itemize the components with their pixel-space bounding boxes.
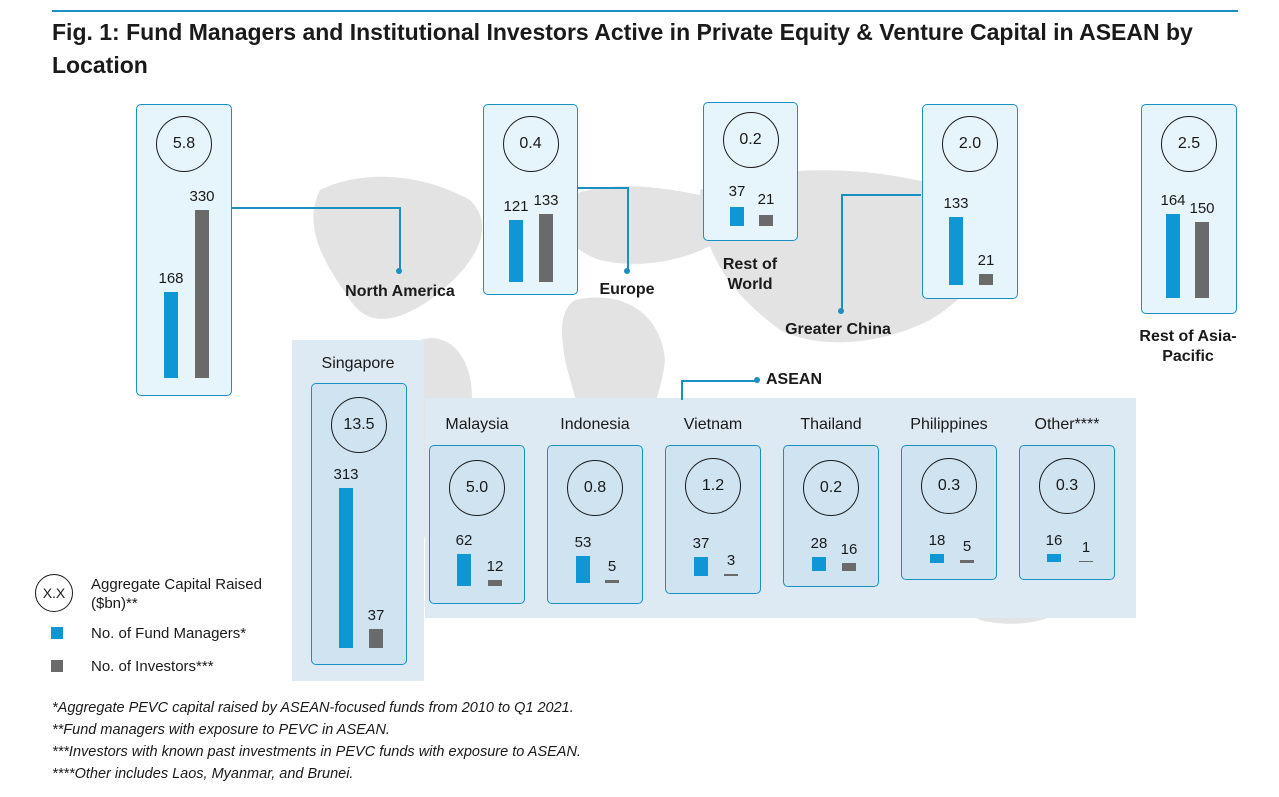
legend-fund-managers-swatch — [51, 627, 63, 639]
malaysia-investors-value: 12 — [486, 557, 504, 575]
indonesia-label: Indonesia — [560, 416, 630, 433]
north-america-capital-circle: 5.8 — [156, 116, 212, 172]
rest-of-world-investors-bar — [759, 215, 773, 226]
connector-north-america-v — [399, 207, 401, 270]
other-investors-value: 1 — [1081, 538, 1091, 556]
rest-of-asia-pacific-label: Rest of Asia-Pacific — [1139, 328, 1237, 365]
indonesia-investors-bar — [605, 580, 619, 583]
rest-of-asia-pacific-investors-bar — [1195, 221, 1209, 298]
connector-greater-china-v — [841, 194, 843, 310]
other-fund-managers-bar — [1047, 553, 1061, 562]
footnote-4: ****Other includes Laos, Myanmar, and Br… — [52, 766, 354, 782]
greater-china-fund-managers-bar — [949, 217, 963, 285]
greater-china-fund-managers-value: 133 — [943, 195, 969, 213]
malaysia-investors-bar — [488, 579, 502, 586]
thailand-fund-managers-value: 28 — [810, 534, 828, 552]
europe-fund-managers-bar — [509, 220, 523, 282]
indonesia-fund-managers-bar — [576, 555, 590, 583]
thailand-investors-bar — [842, 562, 856, 571]
rest-of-world-label: Rest of World — [722, 256, 778, 293]
connector-greater-china — [841, 194, 921, 196]
footnote-2: **Fund managers with exposure to PEVC in… — [52, 722, 390, 738]
connector-europe — [578, 187, 628, 189]
thailand-fund-managers-bar — [812, 556, 826, 571]
vietnam-investors-value: 3 — [726, 552, 736, 570]
indonesia-investors-value: 5 — [607, 558, 617, 576]
rest-of-asia-pacific-fund-managers-bar — [1166, 214, 1180, 298]
malaysia-fund-managers-bar — [457, 554, 471, 586]
connector-north-america — [232, 207, 400, 209]
rest-of-world-capital-circle: 0.2 — [722, 112, 779, 168]
europe-capital-circle: 0.4 — [502, 116, 559, 172]
europe-investors-value: 133 — [533, 192, 559, 210]
singapore-label: Singapore — [321, 355, 395, 372]
philippines-investors-value: 5 — [962, 538, 972, 556]
north-america-fund-managers-value: 168 — [158, 270, 184, 288]
connector-dot-asean — [754, 377, 760, 383]
legend-capital-circle: X.X — [35, 574, 73, 612]
europe-label: Europe — [599, 281, 655, 298]
connector-asean-v — [681, 380, 683, 400]
philippines-fund-managers-bar — [930, 553, 944, 563]
philippines-label: Philippines — [910, 416, 988, 433]
footnote-1: *Aggregate PEVC capital raised by ASEAN-… — [52, 700, 574, 716]
other-label: Other**** — [1034, 416, 1100, 433]
thailand-capital-circle: 0.2 — [803, 460, 859, 516]
philippines-investors-bar — [960, 560, 974, 563]
indonesia-capital-circle: 0.8 — [567, 460, 623, 516]
vietnam-fund-managers-value: 37 — [692, 535, 710, 553]
legend-investors-swatch — [51, 660, 63, 672]
connector-dot-europe — [624, 268, 630, 274]
thailand-investors-value: 16 — [840, 540, 858, 558]
vietnam-fund-managers-bar — [694, 557, 708, 576]
other-fund-managers-value: 16 — [1045, 531, 1063, 549]
title-rule — [52, 10, 1238, 12]
rest-of-asia-pacific-capital-circle: 2.5 — [1161, 116, 1217, 172]
chart-title: Fig. 1: Fund Managers and Institutional … — [52, 19, 1193, 78]
malaysia-fund-managers-value: 62 — [455, 532, 473, 550]
malaysia-capital-circle: 5.0 — [449, 460, 505, 516]
connector-dot-greater-china — [838, 308, 844, 314]
asean-label: ASEAN — [766, 371, 823, 388]
greater-china-investors-bar — [979, 274, 993, 285]
greater-china-capital-circle: 2.0 — [942, 116, 998, 172]
rest-of-asia-pacific-fund-managers-value: 164 — [1160, 192, 1186, 210]
connector-asean — [681, 380, 757, 382]
north-america-investors-bar — [195, 209, 209, 378]
greater-china-investors-value: 21 — [977, 252, 995, 270]
singapore-investors-value: 37 — [367, 607, 385, 625]
rest-of-world-investors-value: 21 — [757, 191, 775, 209]
vietnam-investors-bar — [724, 574, 738, 576]
rest-of-world-fund-managers-value: 37 — [728, 183, 746, 201]
north-america-fund-managers-bar — [164, 292, 178, 378]
legend-capital-label: Aggregate Capital Raised ($bn)** — [91, 576, 262, 612]
connector-europe-v — [627, 187, 629, 271]
philippines-capital-circle: 0.3 — [921, 458, 977, 514]
north-america-label: North America — [345, 283, 455, 300]
vietnam-label: Vietnam — [683, 416, 743, 433]
europe-fund-managers-value: 121 — [503, 198, 529, 216]
rest-of-asia-pacific-investors-value: 150 — [1189, 199, 1215, 217]
legend-investors-label: No. of Investors*** — [91, 658, 214, 675]
connector-dot-north-america — [396, 268, 402, 274]
north-america-investors-value: 330 — [189, 187, 215, 205]
singapore-fund-managers-bar — [339, 488, 353, 648]
singapore-investors-bar — [369, 629, 383, 648]
vietnam-capital-circle: 1.2 — [685, 458, 741, 514]
other-investors-bar — [1079, 560, 1093, 562]
philippines-fund-managers-value: 18 — [928, 531, 946, 549]
thailand-label: Thailand — [800, 416, 862, 433]
legend-fund-managers-label: No. of Fund Managers* — [91, 625, 247, 642]
other-capital-circle: 0.3 — [1039, 458, 1095, 514]
singapore-capital-circle: 13.5 — [331, 397, 387, 453]
greater-china-label: Greater China — [785, 321, 891, 338]
singapore-fund-managers-value: 313 — [333, 466, 359, 484]
asean-band — [425, 398, 1136, 618]
malaysia-label: Malaysia — [445, 416, 509, 433]
rest-of-world-fund-managers-bar — [730, 207, 744, 226]
europe-investors-bar — [539, 214, 553, 282]
indonesia-fund-managers-value: 53 — [574, 533, 592, 551]
footnote-3: ***Investors with known past investments… — [52, 744, 581, 760]
